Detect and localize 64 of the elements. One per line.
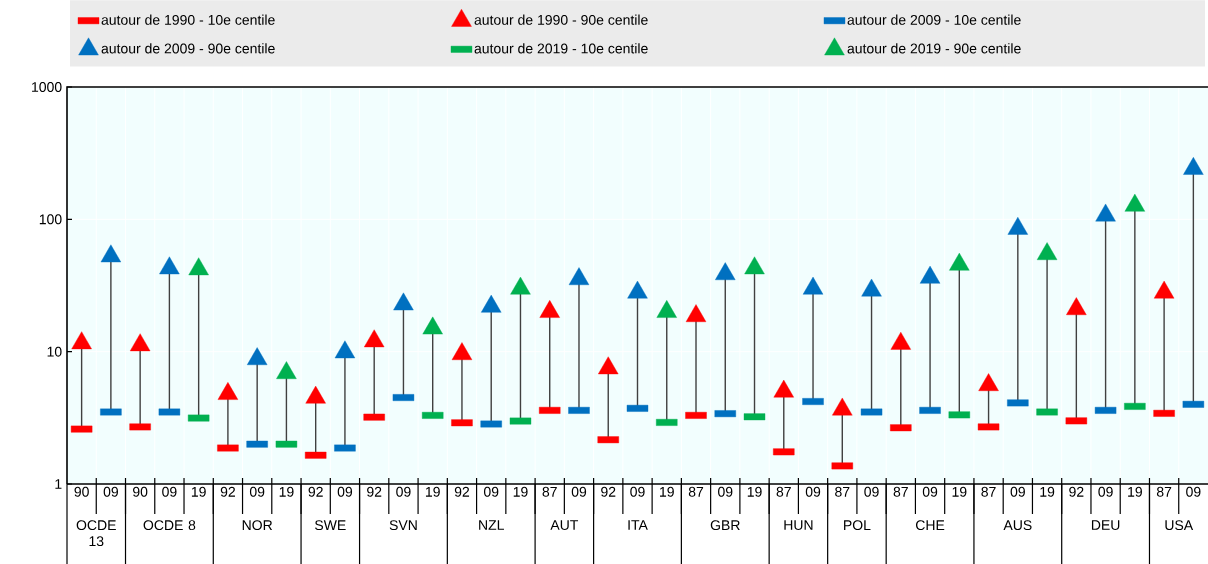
text: NOR [242, 520, 273, 531]
x-tick-label: 09 [483, 486, 499, 497]
x-tick-label: 19 [425, 486, 440, 497]
text: SWE [315, 520, 346, 531]
x-tick-label: 92 [220, 486, 235, 497]
x-tick-label: 87 [542, 486, 557, 497]
x-tick-label: 19 [513, 486, 528, 497]
x-tick-label: 19 [279, 486, 294, 497]
x-tick-label: 09 [396, 486, 411, 497]
text: CHE [916, 520, 945, 531]
text: DEU [1091, 520, 1120, 530]
y-tick-label: 100 [39, 214, 62, 225]
x-tick-label: 87 [1156, 486, 1172, 497]
x-tick-label: 92 [308, 486, 323, 497]
x-tick-label: 09 [162, 486, 177, 497]
x-tick-label: 09 [922, 486, 938, 497]
x-tick-label: 19 [1128, 486, 1142, 497]
y-tick-label: 10 [47, 346, 62, 357]
x-tick-label: 90 [133, 486, 148, 497]
x-tick-label: 19 [660, 486, 674, 497]
text: AUT [550, 520, 579, 530]
text: AUS [1003, 520, 1032, 531]
text: OCDE 13 [76, 520, 116, 547]
x-tick-label: 19 [952, 486, 967, 497]
x-tick-label: 09 [1098, 486, 1113, 497]
text: SVN [389, 520, 417, 531]
legend-label: autour de 2009 - 90e centile [101, 43, 275, 54]
x-tick-label: 19 [191, 486, 206, 497]
text: OCDE 8 [143, 520, 196, 531]
y-tick-label: 1 [55, 479, 62, 489]
y-tick-label: 1000 [32, 82, 62, 92]
x-tick-label: 09 [805, 486, 821, 497]
x-tick-label: 87 [688, 486, 704, 497]
legend-label: autour de 1990 - 90e centile [474, 14, 648, 25]
x-tick-label: 87 [835, 486, 850, 497]
text: ITA [628, 520, 648, 530]
text: GBR [710, 520, 740, 531]
x-tick-label: 87 [981, 486, 996, 497]
x-tick-label: 09 [571, 486, 587, 497]
x-tick-label: 09 [864, 486, 879, 497]
x-tick-label: 92 [601, 486, 616, 497]
x-tick-label: 19 [747, 486, 762, 497]
x-tick-label: 87 [893, 486, 908, 497]
x-tick-label: 92 [1069, 486, 1084, 497]
x-tick-label: 09 [249, 486, 265, 497]
text: NZL [479, 520, 504, 530]
x-tick-label: 90 [74, 486, 89, 497]
x-tick-label: 92 [454, 486, 470, 497]
x-tick-label: 92 [367, 486, 382, 497]
legend-label: autour de 2019 - 10e centile [474, 43, 648, 54]
x-tick-label: 09 [630, 486, 645, 497]
x-tick-label: 09 [1010, 486, 1025, 497]
text: USA [1165, 520, 1194, 531]
x-tick-label: 19 [1040, 486, 1055, 497]
x-tick-label: 87 [776, 486, 791, 497]
legend-label: autour de 1990 - 10e centile [101, 14, 275, 25]
x-tick-label: 09 [1186, 486, 1201, 497]
legend-label: autour de 2009 - 10e centile [847, 14, 1021, 25]
text: HUN [784, 520, 813, 530]
x-tick-label: 09 [718, 486, 733, 497]
text: POL [844, 520, 871, 531]
x-tick-label: 09 [103, 486, 119, 497]
legend-label: autour de 2019 - 90e centile [847, 43, 1021, 54]
x-tick-label: 09 [337, 486, 353, 497]
